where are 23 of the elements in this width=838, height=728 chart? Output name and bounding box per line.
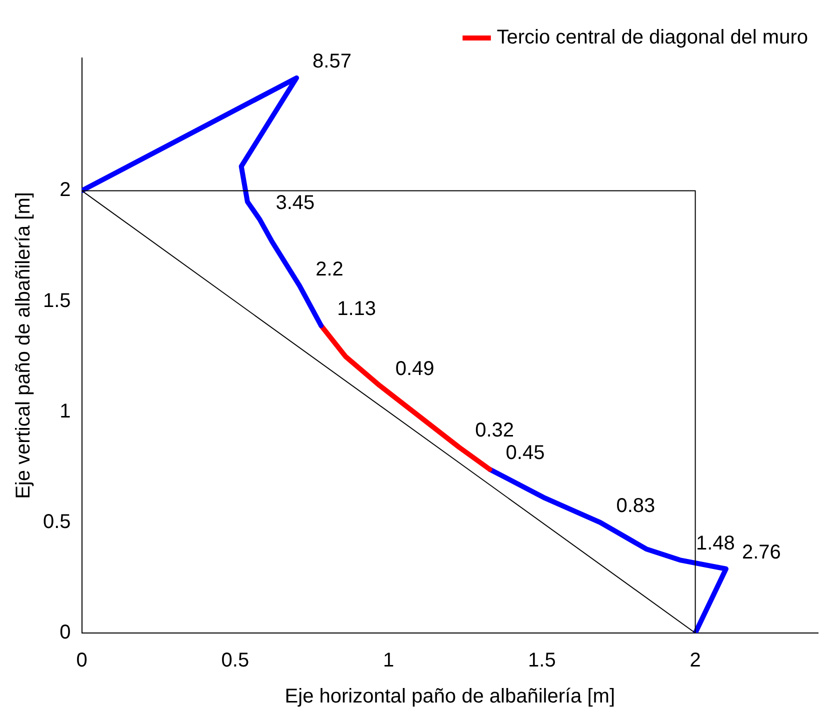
annotation: 8.57 [312,50,352,72]
x-axis-title: Eje horizontal paño de albañilería [m] [284,686,616,708]
annotation: 0.83 [616,494,656,517]
annotation: 0.49 [395,358,434,380]
x-tick-label: 1 [382,650,394,672]
y-tick-label: 2 [60,179,71,202]
x-tick-label: 0.5 [221,650,250,672]
y-tick-label: 1.5 [42,290,71,312]
y-tick-label: 0.5 [42,510,71,533]
annotation: 1.48 [696,532,735,555]
y-tick-label: 0 [60,622,71,644]
x-tick-label: 2 [690,650,701,672]
annotation: 3.45 [276,192,315,214]
annotation: 2.76 [742,541,781,564]
y-axis-title: Eje vertical paño de albañilería [m] [12,192,35,499]
legend-label: Tercio central de diagonal del muro [496,26,808,49]
x-tick-label: 0 [76,650,88,672]
annotation: 0.32 [475,420,514,442]
x-tick-label: 1.5 [528,650,556,672]
annotation: 2.2 [316,258,344,280]
annotation: 0.45 [506,442,545,464]
annotation: 1.13 [337,298,376,320]
y-tick-label: 1 [60,400,71,422]
